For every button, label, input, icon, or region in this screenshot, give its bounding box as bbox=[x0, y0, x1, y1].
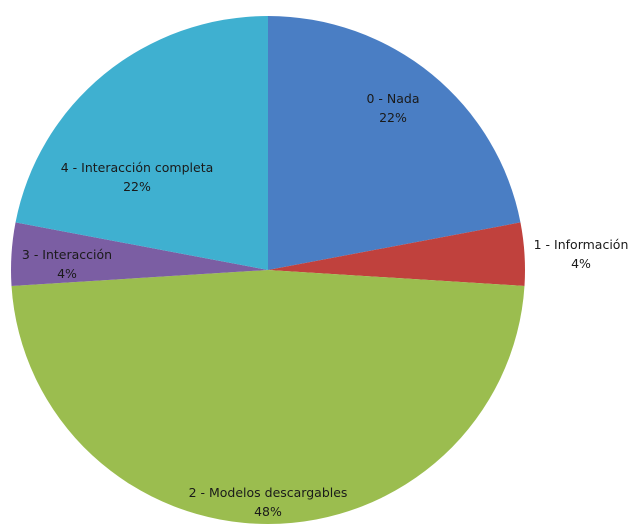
slice-value-label: 48% bbox=[254, 504, 282, 519]
slice-category-label: 3 - Interacción bbox=[22, 247, 112, 262]
slice-label-1: 1 - Información 4% bbox=[534, 237, 629, 271]
slice-value-label: 22% bbox=[379, 110, 407, 125]
slice-label-2: 2 - Modelos descargables 48% bbox=[189, 485, 348, 519]
slice-category-label: 2 - Modelos descargables bbox=[189, 485, 348, 500]
pie-slice-2 bbox=[11, 270, 525, 524]
slice-label-0: 0 - Nada 22% bbox=[366, 91, 419, 125]
pie-slice-1 bbox=[268, 222, 525, 286]
pie-slice-0 bbox=[268, 16, 521, 270]
slice-category-label: 1 - Información bbox=[534, 237, 629, 252]
slice-value-label: 4% bbox=[571, 256, 591, 271]
slice-category-label: 4 - Interacción completa bbox=[61, 160, 214, 175]
slice-label-3: 3 - Interacción 4% bbox=[22, 247, 112, 281]
slice-label-4: 4 - Interacción completa 22% bbox=[61, 160, 214, 194]
slice-value-label: 22% bbox=[123, 179, 151, 194]
slice-value-label: 4% bbox=[57, 266, 77, 281]
slice-category-label: 0 - Nada bbox=[366, 91, 419, 106]
pie-slice-4 bbox=[15, 16, 268, 270]
pie-slice-3 bbox=[11, 222, 268, 286]
